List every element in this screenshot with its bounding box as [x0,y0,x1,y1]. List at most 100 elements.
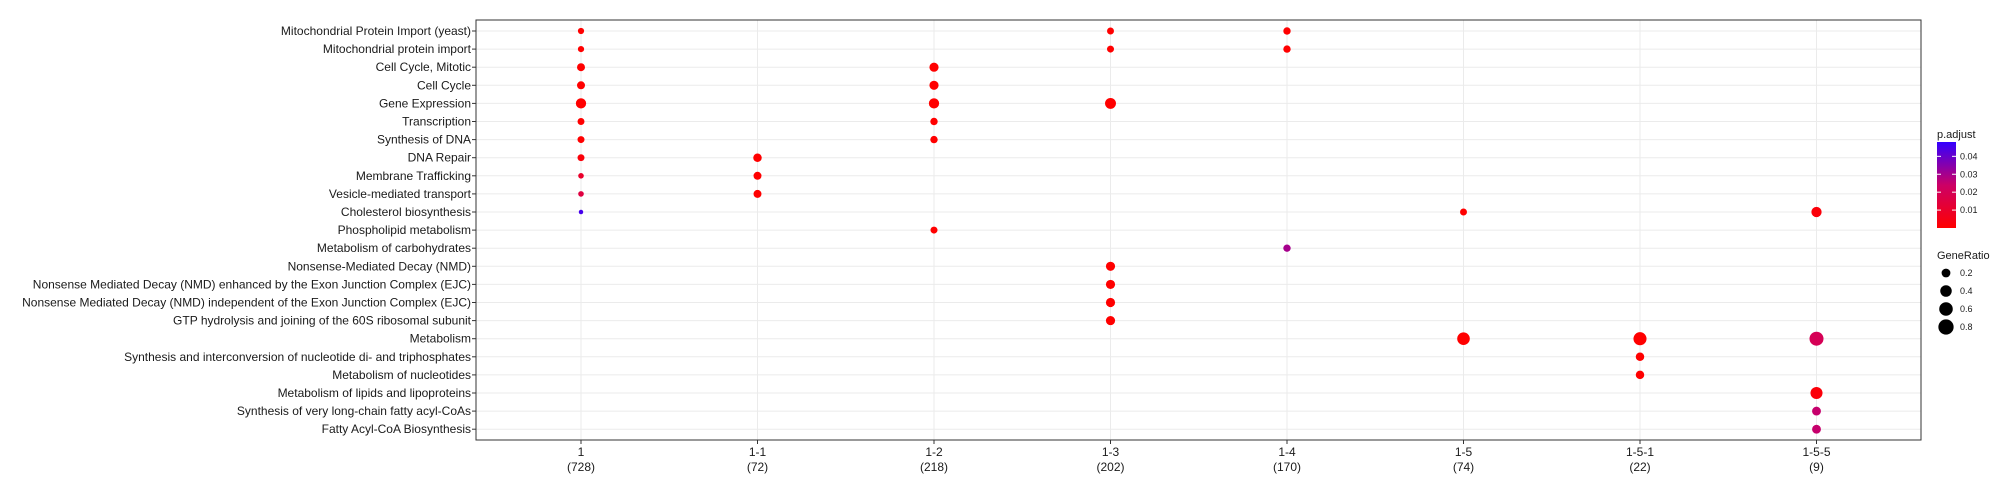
data-point [1457,332,1470,345]
y-tick-label: Metabolism [410,332,471,346]
y-tick-label: Vesicle-mediated transport [329,187,472,201]
size-legend-label: 0.2 [1960,268,1973,278]
y-tick-label: Synthesis of very long-chain fatty acyl-… [237,404,471,418]
y-tick-label: DNA Repair [408,151,471,165]
data-point [575,98,587,109]
data-point [1812,424,1821,434]
y-tick-label: Synthesis of DNA [377,133,471,147]
x-tick-count: (218) [920,460,948,474]
data-point [1105,97,1116,109]
x-tick-count: (202) [1096,460,1124,474]
p-adjust-legend-title: p.adjust [1937,129,1976,141]
data-point [928,98,940,109]
x-tick-label: 1-2 [925,445,943,459]
data-point [577,46,585,53]
data-point [1810,386,1823,400]
data-point [1809,331,1824,346]
gene-ratio-legend: GeneRatio 0.2 0.4 0.6 0.8 [1937,250,1990,335]
y-tick-label: Nonsense-Mediated Decay (NMD) [288,259,471,273]
data-point [1635,370,1645,380]
y-tick-label: Fatty Acyl-CoA Biosynthesis [322,422,471,436]
y-tick-label: Metabolism of carbohydrates [317,241,471,255]
x-tick-count: (22) [1629,460,1650,474]
size-legend-label: 0.4 [1960,286,1973,296]
x-tick-count: (728) [567,460,595,474]
data-point [577,81,585,90]
size-legend-key [1938,319,1954,335]
x-axis: 1(728) 1-1(72) 1-2(218) 1-3(202) 1-4(170) 1-5… [567,440,1831,474]
size-legend-key [1941,268,1951,278]
data-point [1812,406,1821,416]
size-legend-key [1940,285,1952,297]
y-tick-label: Phospholipid metabolism [338,223,471,237]
size-legend-label: 0.6 [1960,304,1973,314]
y-tick-label: Metabolism of lipids and lipoproteins [278,386,471,400]
x-tick-count: (72) [747,460,768,474]
size-legend-key [1939,302,1953,316]
x-tick-count: (9) [1809,460,1824,474]
data-point [577,27,585,35]
data-point [930,135,938,144]
size-legend-label: 0.8 [1960,322,1973,332]
x-tick-label: 1-5-1 [1626,445,1654,459]
y-tick-label: Nonsense Mediated Decay (NMD) enhanced b… [33,277,471,291]
data-point [1283,27,1291,35]
data-point [1105,297,1116,308]
data-point [1105,279,1116,289]
data-point [753,153,762,162]
data-point [753,171,762,180]
x-tick-label: 1-5-5 [1802,445,1830,459]
data-point [1105,261,1116,271]
y-tick-label: GTP hydrolysis and joining of the 60S ri… [173,314,472,328]
x-tick-label: 1-4 [1278,445,1296,459]
y-tick-label: Membrane Trafficking [356,169,471,183]
data-point [1635,352,1645,362]
y-tick-label: Transcription [402,115,471,129]
data-point [577,63,585,72]
data-point [577,118,585,125]
data-point [753,189,762,198]
data-point [578,172,584,179]
x-tick-count: (170) [1273,460,1301,474]
y-tick-label: Cell Cycle [417,78,471,92]
data-point [930,226,938,234]
y-tick-label: Mitochondrial protein import [323,42,472,56]
x-tick-label: 1-1 [749,445,767,459]
data-point [578,191,584,197]
data-point [1811,206,1822,218]
data-point [929,80,939,90]
data-point [930,117,938,126]
data-point [577,136,585,144]
x-tick-label: 1-5 [1455,445,1473,459]
y-axis: Mitochondrial Protein Import (yeast) Mito… [22,24,476,436]
colorbar-label: 0.01 [1960,205,1978,215]
data-point [1107,27,1114,35]
data-point [1105,316,1116,326]
x-tick-count: (74) [1453,460,1474,474]
data-point [578,209,584,215]
y-tick-label: Gene Expression [379,96,471,110]
p-adjust-colorbar [1937,142,1956,228]
x-tick-label: 1-3 [1102,445,1120,459]
y-tick-label: Synthesis and interconversion of nucleot… [124,350,471,364]
y-tick-label: Cell Cycle, Mitotic [376,60,471,74]
p-adjust-legend: p.adjust 0.04 0.03 0.02 0.01 [1937,129,1978,228]
data-point [1633,332,1647,346]
y-tick-label: Metabolism of nucleotides [332,368,471,382]
data-point [1283,244,1291,252]
data-points [575,27,1824,434]
data-point [1107,45,1114,53]
colorbar-label: 0.04 [1960,151,1978,161]
y-tick-label: Cholesterol biosynthesis [341,205,471,219]
y-tick-label: Mitochondrial Protein Import (yeast) [281,24,471,38]
colorbar-label: 0.03 [1960,169,1978,179]
data-point [577,154,585,162]
y-tick-label: Nonsense Mediated Decay (NMD) independen… [22,296,471,310]
gene-ratio-legend-title: GeneRatio [1937,250,1990,262]
data-point [1460,208,1467,216]
x-tick-label: 1 [578,445,585,459]
grid-lines [476,20,1921,440]
colorbar-label: 0.02 [1960,187,1978,197]
data-point [929,62,939,72]
